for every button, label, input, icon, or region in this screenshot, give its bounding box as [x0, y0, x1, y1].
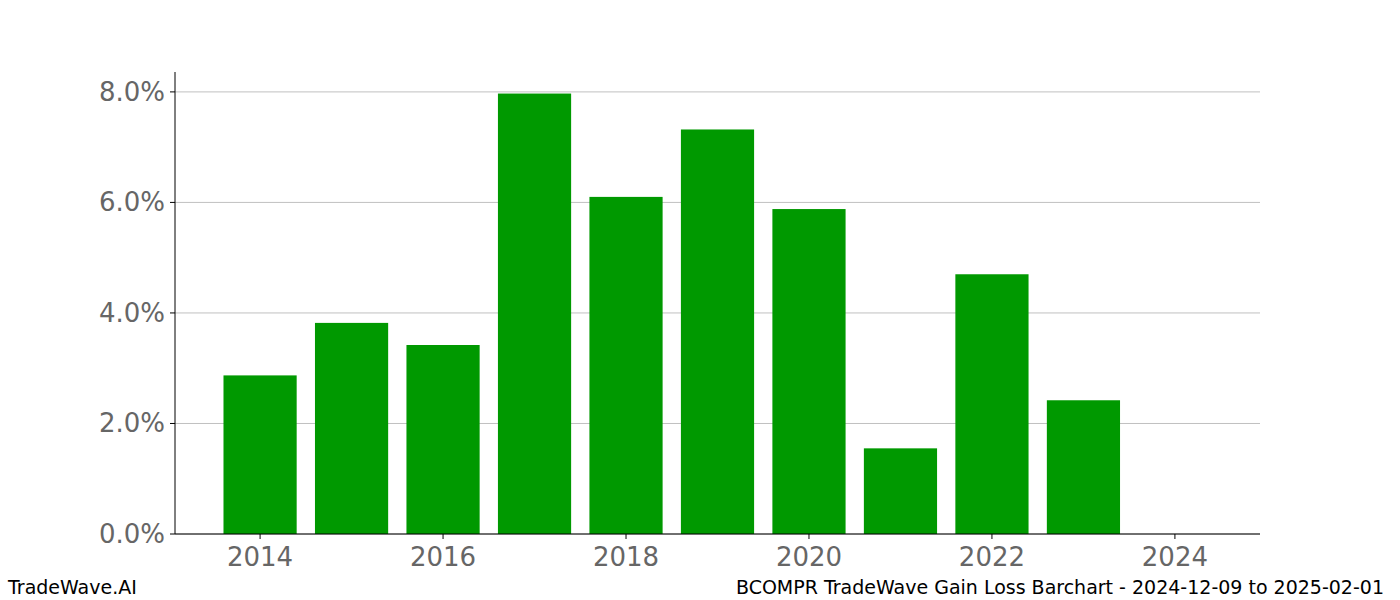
grid-line: [175, 91, 1260, 92]
y-tick: [170, 423, 175, 424]
y-tick: [170, 202, 175, 203]
bar: [498, 94, 571, 534]
bar: [955, 274, 1028, 534]
x-tick-label: 2014: [227, 542, 293, 572]
y-tick: [170, 534, 175, 535]
y-axis: [175, 72, 176, 534]
x-tick: [991, 534, 992, 539]
grid-line: [175, 534, 1260, 535]
chart-svg: 0.0% 2.0% 4.0% 6.0% 8.0% 2014 2016 2018 2020 2022…: [0, 0, 1400, 600]
bar: [406, 345, 479, 534]
y-tick-label: 0.0%: [99, 519, 165, 549]
bar: [589, 197, 662, 534]
bar: [681, 129, 754, 534]
x-tick-label: 2024: [1142, 542, 1208, 572]
x-tick: [808, 534, 809, 539]
bar: [223, 375, 296, 534]
bars: [223, 94, 1120, 534]
x-tick-label: 2022: [959, 542, 1025, 572]
y-tick-label: 6.0%: [99, 187, 165, 217]
x-tick: [443, 534, 444, 539]
x-tick: [626, 534, 627, 539]
y-tick-label: 8.0%: [99, 77, 165, 107]
y-tick: [170, 312, 175, 313]
footer-brand: TradeWave.AI: [7, 576, 137, 598]
y-tick-label: 2.0%: [99, 408, 165, 438]
x-axis: [175, 534, 1260, 535]
x-tick-label: 2018: [593, 542, 659, 572]
bar: [1047, 400, 1120, 534]
chart: 0.0% 2.0% 4.0% 6.0% 8.0% 2014 2016 2018 2020 2022…: [0, 0, 1400, 600]
x-tick-label: 2016: [410, 542, 476, 572]
y-tick: [170, 91, 175, 92]
x-tick: [1174, 534, 1175, 539]
title: BCOMPR TradeWave Gain Loss Barchart - 20…: [736, 576, 1384, 598]
x-tick-label: 2020: [776, 542, 842, 572]
bar: [864, 448, 937, 534]
bar: [315, 323, 388, 534]
bar: [772, 209, 845, 534]
x-tick: [260, 534, 261, 539]
y-tick-label: 4.0%: [99, 298, 165, 328]
